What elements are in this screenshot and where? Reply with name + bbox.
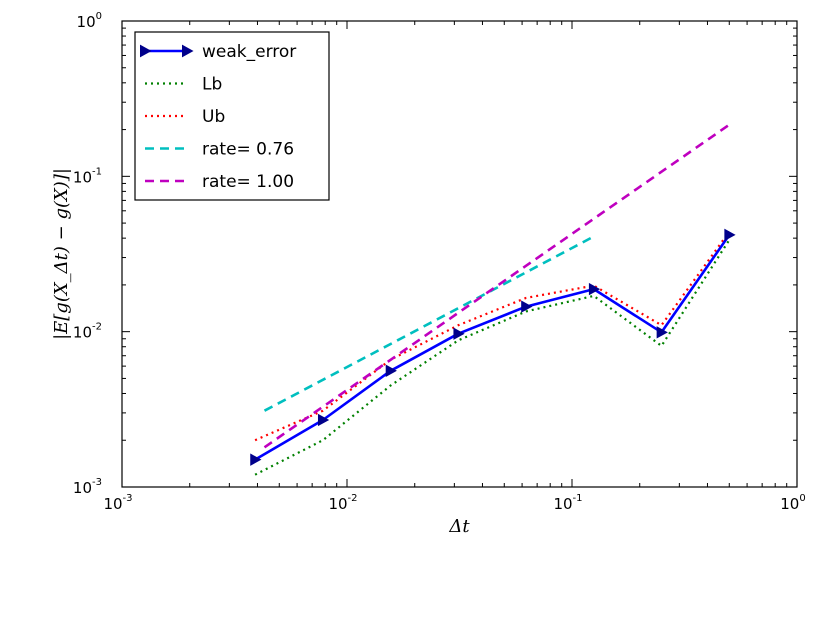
x-axis-label: Δt [448,516,470,537]
series-line-lb [254,239,731,476]
y-tick-label: 10-3 [73,477,102,497]
data-point [250,453,262,466]
x-tick-label: 10-1 [553,493,582,513]
legend-label: rate= 1.00 [202,172,294,192]
legend-label: Ub [202,107,225,127]
series-line-rate-1-00 [263,123,731,449]
plot-frame [121,20,798,488]
x-tick-label: 100 [780,493,805,513]
y-tick-label: 10-1 [73,166,102,186]
legend-marker [182,44,194,58]
axis-labels: Δt |E[g(X_Δt) − g(X)]| [51,168,470,537]
series-line-rate-0-76 [263,235,595,412]
data-point [588,282,601,296]
y-tick-label: 100 [77,11,102,31]
data-point [453,327,465,340]
data-point [317,413,330,427]
data-point [724,228,736,242]
y-axis-label: |E[g(X_Δt) − g(X)]| [51,168,72,340]
series-line-ub [254,231,731,442]
legend-box [134,31,330,201]
series-layer [250,123,736,476]
legend: weak_error Lb Ub rate= 0.76 rate= 1.00 [134,31,330,201]
x-tick-label: 10-2 [328,493,357,513]
legend-marker [140,44,152,58]
y-tick-label: 10-2 [73,322,102,342]
legend-label: Lb [202,75,222,95]
series-line-weak-error [254,234,731,461]
data-point [385,364,397,377]
x-tick-label: 10-3 [103,493,132,513]
legend-label: rate= 0.76 [202,140,294,160]
legend-label: weak_error [202,42,296,62]
data-point [656,326,668,339]
data-point [521,300,533,313]
